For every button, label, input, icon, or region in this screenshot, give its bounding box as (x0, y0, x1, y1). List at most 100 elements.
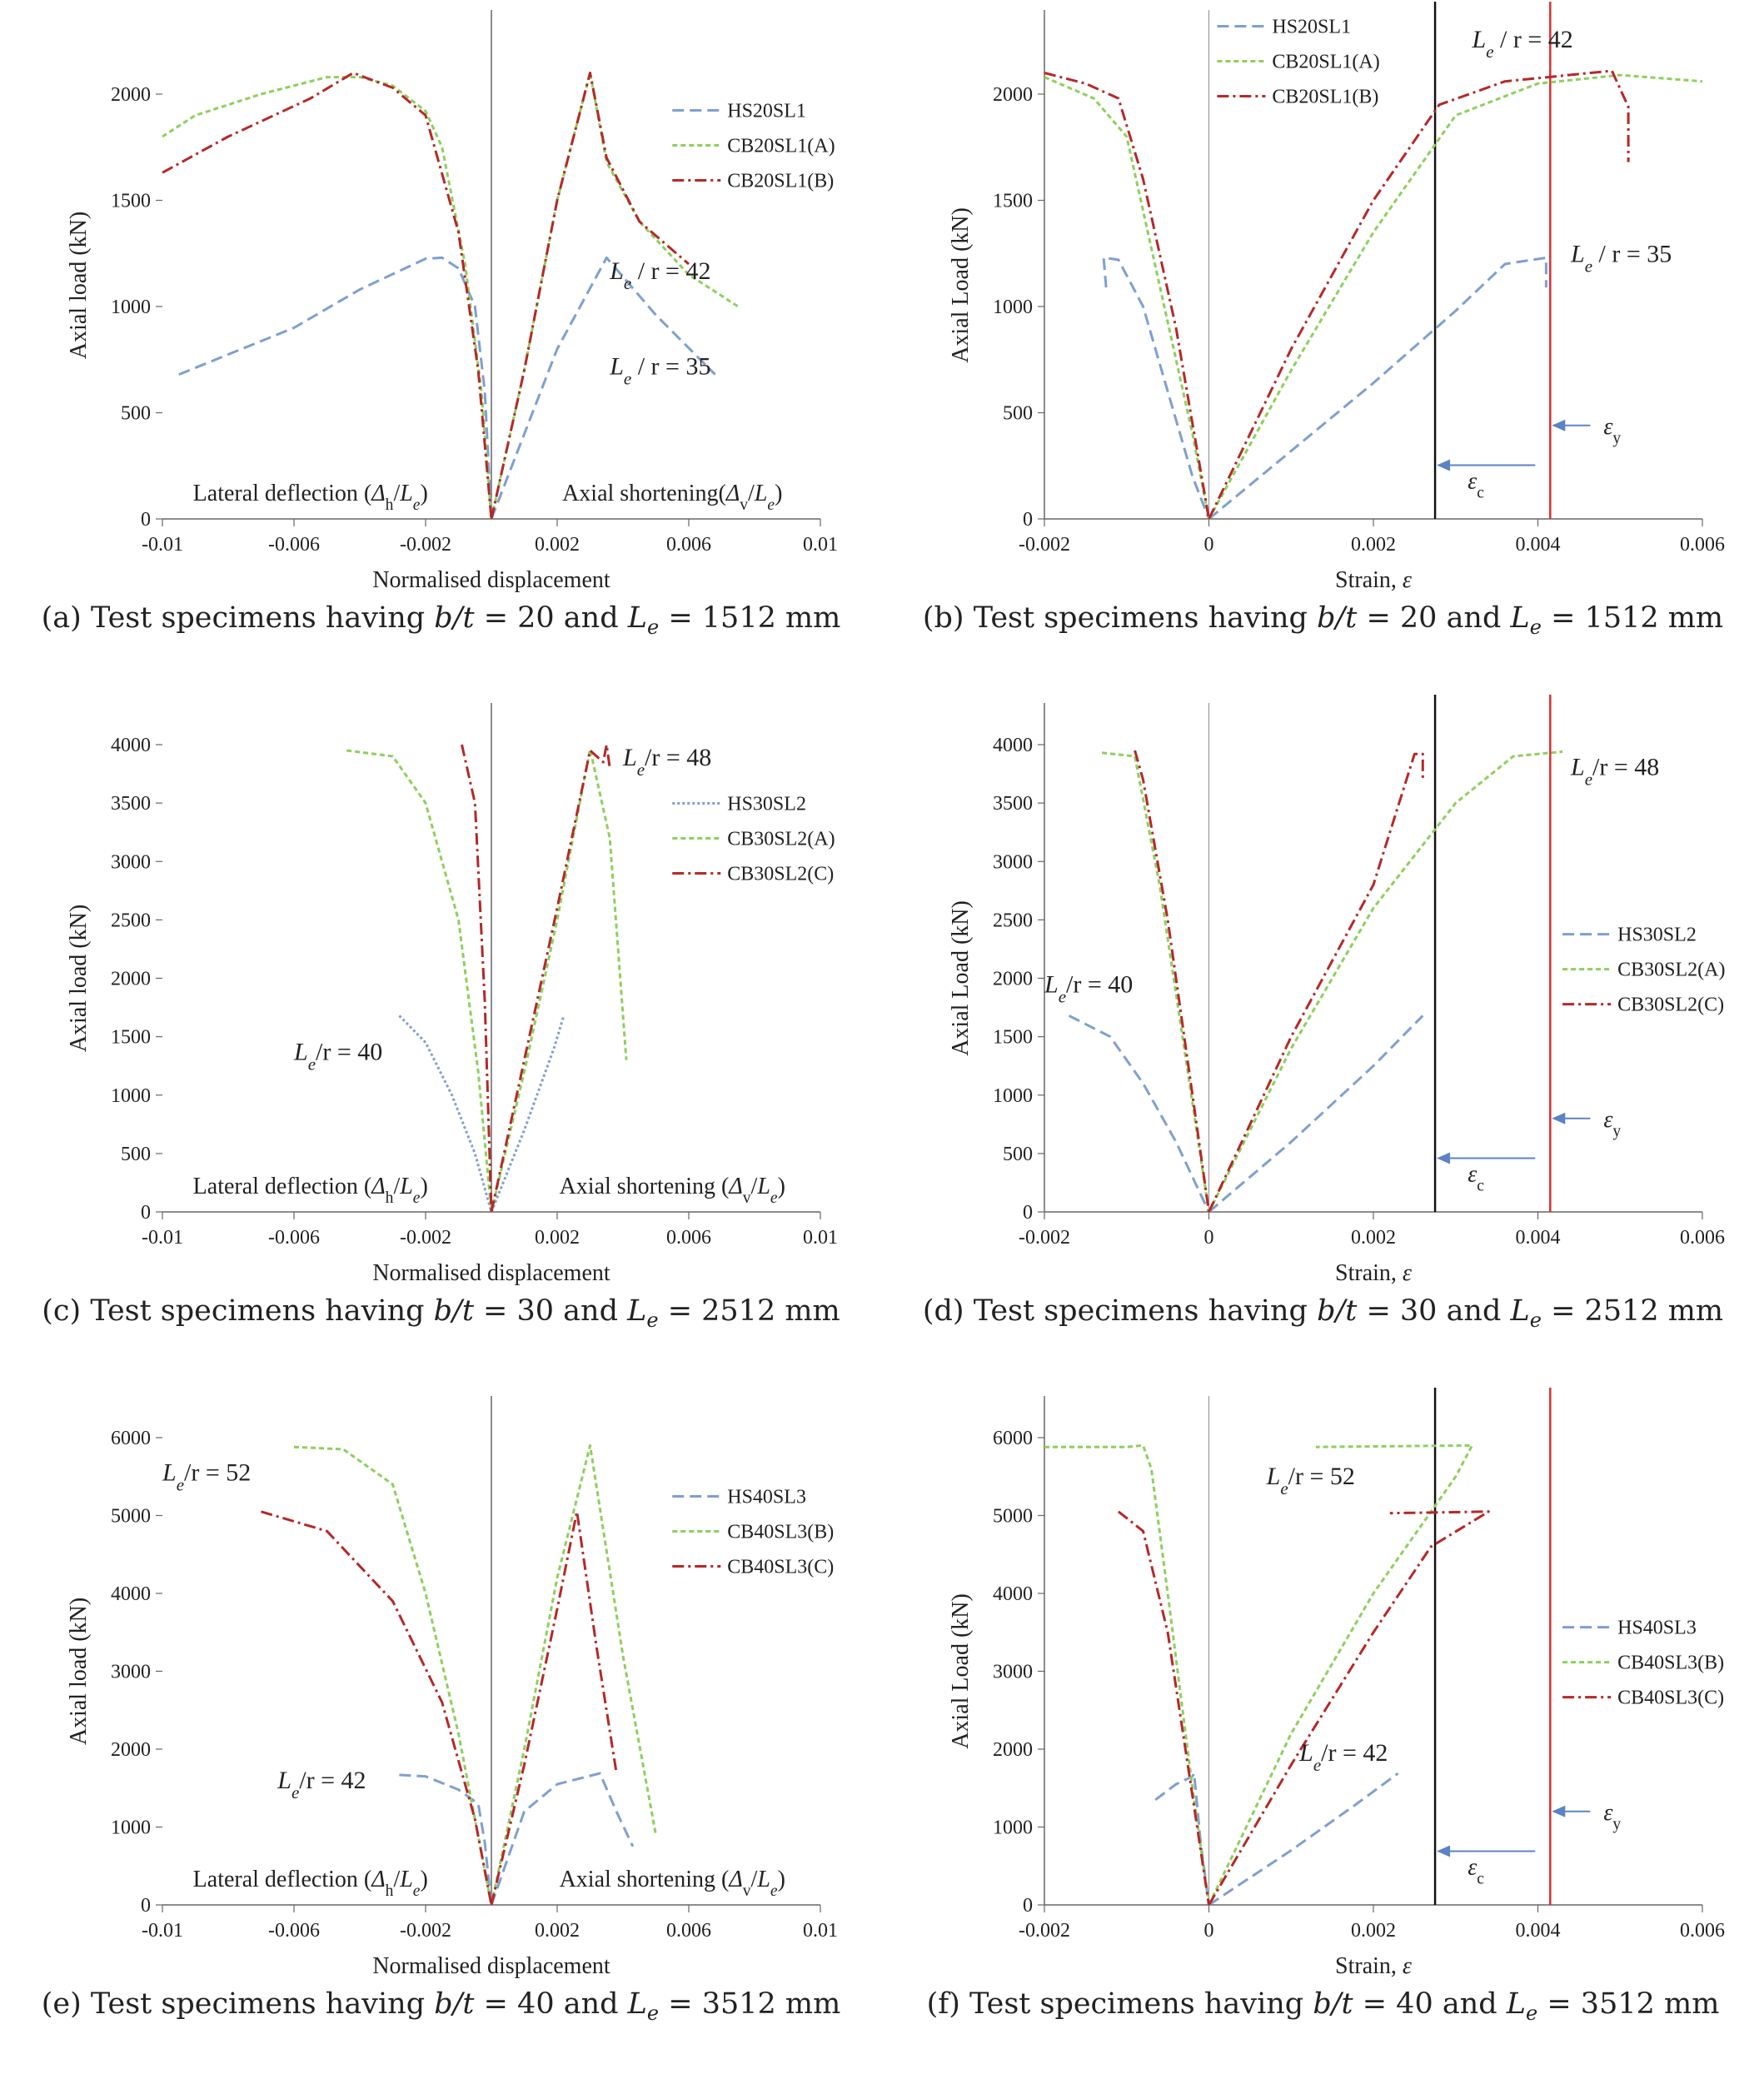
y-tick-label: 2000 (993, 84, 1033, 106)
x-tick-label: -0.01 (142, 1920, 183, 1942)
x-tick-label: -0.002 (400, 1227, 451, 1249)
epsilon-y-label: εy (1603, 1800, 1621, 1833)
legend-label: CB40SL3(C) (1617, 1688, 1724, 1709)
x-tick-label: -0.002 (1019, 1920, 1070, 1942)
series-hs30sl2-left (398, 1015, 493, 1213)
legend-label: HS30SL2 (1617, 925, 1697, 946)
y-tick-label: 1000 (993, 297, 1033, 318)
series-hs20sl1-left (1102, 256, 1210, 520)
slenderness-annotation: Le/r = 40 (1044, 970, 1133, 1006)
x-tick-label: 0 (1204, 534, 1214, 556)
x-tick-label: 0.002 (535, 1920, 580, 1942)
legend-label: CB20SL1(A) (727, 136, 835, 157)
x-tick-label: 0.002 (1351, 534, 1396, 556)
chart-c: 0 500 1000 1500 2000 2500 3000 3500 4000 -0.01 -0.… (66, 703, 838, 1286)
panel-c: 0 500 1000 1500 2000 2500 3000 3500 4000 -0.01 -0.… (0, 693, 882, 1386)
epsilon-c-label: εc (1468, 1161, 1484, 1194)
x-tick-label: 0.004 (1516, 534, 1561, 556)
y-tick-label: 1500 (111, 191, 151, 212)
series-cb40sl3b-right (1208, 1443, 1473, 1906)
slenderness-annotation: Le/r = 42 (1298, 1739, 1388, 1775)
x-tick-label: 0.006 (666, 534, 711, 556)
epsilon-c-label: εc (1468, 468, 1484, 501)
x-tick-label: 0.004 (1516, 1227, 1561, 1249)
legend-label: CB40SL3(B) (1617, 1653, 1724, 1674)
panel-d: 0 500 1000 1500 2000 2500 3000 3500 4000 -0.002 0 0… (882, 693, 1764, 1386)
region-label-right: Axial shortening(Δv/Le) (562, 481, 782, 514)
slenderness-annotation: Le/r = 48 (622, 744, 711, 780)
series-cb20sl1b-left (162, 72, 493, 520)
x-tick-label: 0.004 (1516, 1920, 1561, 1942)
chart-a: 0 500 1000 1500 2000 -0.01 -0.006 -0.002 0.002 0.… (66, 10, 838, 593)
series-hs40sl3-left (399, 1773, 493, 1906)
x-axis-label: Normalised displacement (372, 1953, 610, 1979)
epsilon-c-arrowhead (1437, 1152, 1451, 1164)
x-tick-label: -0.002 (400, 534, 451, 556)
y-tick-label: 0 (1023, 509, 1033, 531)
caption-label: (b) (922, 601, 974, 635)
series-hs40sl3-right (490, 1772, 635, 1906)
x-tick-label: 0.01 (803, 1227, 838, 1249)
epsilon-c-arrowhead (1437, 1845, 1451, 1857)
y-tick-label: 0 (141, 1202, 151, 1224)
caption-label: (a) (41, 601, 91, 635)
panel-b: 0 500 1000 1500 2000 -0.002 0 0.002 0.004 0.006 St… (882, 0, 1764, 693)
y-tick-label: 0 (1023, 1202, 1033, 1224)
x-axis-label: Normalised displacement (372, 567, 610, 593)
series-cb20sl1a-right (1208, 73, 1703, 520)
series-cb20sl1b-right (1208, 69, 1630, 520)
legend-label: HS30SL2 (727, 794, 806, 815)
y-tick-label: 1500 (111, 1027, 151, 1049)
x-tick-label: 0.002 (1351, 1227, 1396, 1249)
panel-a: 0 500 1000 1500 2000 -0.01 -0.006 -0.002 0.002 0.… (0, 0, 882, 693)
y-axis-label: Axial load (kN) (66, 212, 92, 359)
x-tick-label: 0.002 (535, 534, 580, 556)
epsilon-y-arrowhead (1552, 1112, 1566, 1124)
caption-label: (e) (41, 1987, 91, 2021)
region-label-right: Axial shortening (Δv/Le) (560, 1174, 785, 1207)
legend-label: CB40SL3(C) (727, 1557, 834, 1578)
series-cb40sl3b-right (490, 1443, 657, 1906)
y-axis-label: Axial Load (kN) (948, 900, 974, 1056)
y-tick-label: 1000 (111, 297, 151, 318)
x-tick-label: -0.002 (400, 1920, 451, 1942)
epsilon-y-label: εy (1603, 414, 1621, 447)
caption-c: (c) Test specimens having b/t = 30 and L… (42, 1294, 840, 1332)
panel-f: 0 1000 2000 3000 4000 5000 6000 -0.002 0 0.002 0.0… (882, 1386, 1764, 2079)
y-tick-label: 2000 (993, 1739, 1033, 1761)
y-tick-label: 4000 (993, 1583, 1033, 1605)
y-axis-label: Axial load (kN) (66, 1598, 92, 1745)
series-cb20sl1a-right (490, 72, 740, 520)
caption-label: (d) (922, 1294, 974, 1328)
series-cb30sl2a-right (1208, 750, 1563, 1213)
slenderness-annotation: Le / r = 42 (609, 257, 710, 293)
chart-b: 0 500 1000 1500 2000 -0.002 0 0.002 0.004 0.006 St… (948, 2, 1725, 593)
y-tick-label: 2000 (111, 1739, 151, 1761)
x-axis-label: Strain, ε (1335, 1260, 1412, 1286)
x-tick-label: 0.002 (1351, 1920, 1396, 1942)
slenderness-annotation: Le/r = 52 (162, 1458, 251, 1494)
y-tick-label: 500 (1003, 1144, 1033, 1165)
legend-label: CB30SL2(A) (727, 829, 835, 850)
y-tick-label: 2500 (111, 910, 151, 931)
slenderness-annotation: Le/r = 48 (1570, 753, 1659, 789)
x-axis-label: Normalised displacement (372, 1260, 610, 1286)
x-axis-label: Strain, ε (1335, 567, 1412, 593)
y-tick-label: 0 (1023, 1895, 1033, 1917)
series-cb20sl1a-left (162, 76, 493, 520)
chart-e: 0 1000 2000 3000 4000 5000 6000 -0.01 -0.006 -0.0… (66, 1396, 838, 1979)
x-tick-label: -0.006 (268, 1920, 320, 1942)
legend-label: CB20SL1(B) (727, 171, 834, 192)
y-tick-label: 3500 (993, 793, 1033, 815)
y-axis-label: Axial load (kN) (66, 905, 92, 1052)
x-tick-label: -0.01 (142, 534, 183, 556)
y-tick-label: 1500 (993, 191, 1033, 212)
y-axis-label: Axial Load (kN) (948, 207, 974, 363)
x-tick-label: 0.01 (803, 1920, 838, 1942)
region-label-left: Lateral deflection (Δh/Le) (193, 1867, 428, 1900)
region-label-left: Lateral deflection (Δh/Le) (193, 481, 428, 514)
series-hs20sl1-right (1208, 256, 1547, 521)
y-tick-label: 1000 (993, 1085, 1033, 1107)
series-hs40sl3-left (1154, 1772, 1210, 1906)
x-tick-label: 0 (1204, 1227, 1214, 1249)
